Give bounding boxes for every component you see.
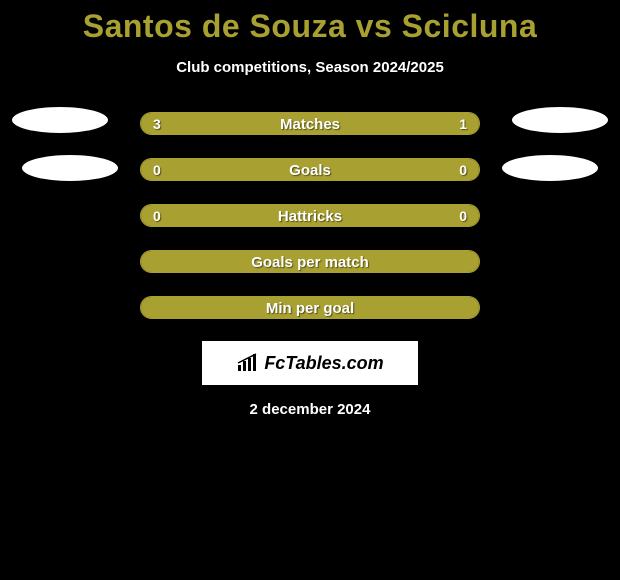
comparison-widget: Santos de Souza vs Scicluna Club competi… <box>0 0 620 418</box>
stat-bar: Matches31 <box>140 112 480 135</box>
bar-segment-left <box>141 251 479 272</box>
stat-bar: Goals00 <box>140 158 480 181</box>
bar-segment-left <box>141 159 479 180</box>
stat-row: Min per goal <box>0 296 620 319</box>
stat-row: Goals per match <box>0 250 620 273</box>
stat-row: Goals00 <box>0 158 620 181</box>
page-title: Santos de Souza vs Scicluna <box>83 8 538 45</box>
bar-segment-left <box>141 297 479 318</box>
brand-badge[interactable]: FcTables.com <box>202 341 418 385</box>
stat-row: Hattricks00 <box>0 204 620 227</box>
bar-segment-left <box>141 205 479 226</box>
bar-segment-right <box>395 113 480 134</box>
bar-chart-icon <box>236 353 260 373</box>
player-avatar-right <box>502 155 598 181</box>
stat-row: Matches31 <box>0 112 620 135</box>
stat-bar: Min per goal <box>140 296 480 319</box>
player-avatar-left <box>12 107 108 133</box>
stat-rows: Matches31 Goals00 Hattricks00 Goals per mat… <box>0 112 620 319</box>
date-text: 2 december 2024 <box>250 401 371 418</box>
player-avatar-left <box>22 155 118 181</box>
stat-bar: Goals per match <box>140 250 480 273</box>
page-subtitle: Club competitions, Season 2024/2025 <box>176 59 444 76</box>
bar-segment-left <box>141 113 395 134</box>
brand-text: FcTables.com <box>264 353 383 374</box>
stat-bar: Hattricks00 <box>140 204 480 227</box>
player-avatar-right <box>512 107 608 133</box>
